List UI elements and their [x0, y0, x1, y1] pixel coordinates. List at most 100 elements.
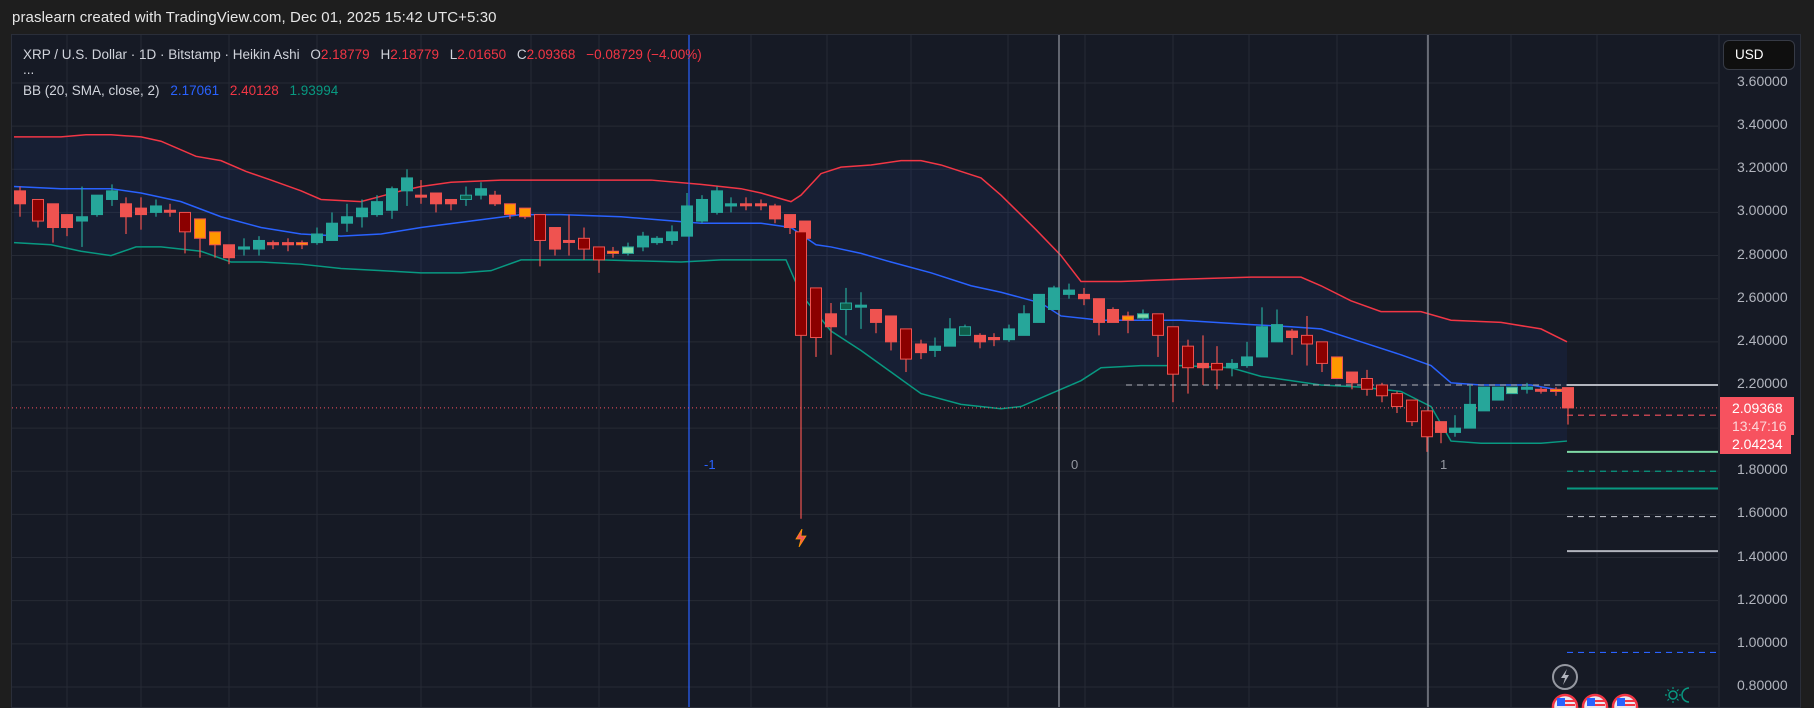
candle[interactable] — [1197, 362, 1209, 369]
candle[interactable] — [32, 198, 44, 222]
sun-moon-icon[interactable] — [1665, 686, 1693, 704]
candle[interactable] — [784, 214, 796, 229]
candle[interactable] — [1478, 386, 1490, 412]
candle[interactable] — [711, 190, 723, 213]
candle[interactable] — [607, 250, 619, 254]
candle[interactable] — [1535, 388, 1547, 392]
candle[interactable] — [194, 218, 206, 239]
candle[interactable] — [1093, 298, 1105, 323]
candle[interactable] — [223, 244, 235, 259]
candle[interactable] — [356, 207, 368, 218]
candle[interactable] — [415, 194, 427, 198]
candle[interactable] — [974, 334, 986, 343]
candle[interactable] — [135, 207, 147, 216]
candle[interactable] — [929, 345, 941, 351]
candle[interactable] — [1003, 328, 1015, 341]
candle[interactable] — [164, 209, 176, 213]
candle[interactable] — [769, 205, 781, 220]
candle[interactable] — [1152, 313, 1164, 336]
candle[interactable] — [1271, 324, 1283, 343]
candle[interactable] — [1241, 356, 1253, 367]
candle[interactable] — [253, 239, 265, 250]
candle[interactable] — [1492, 386, 1504, 401]
candle[interactable] — [593, 246, 605, 261]
candle[interactable] — [430, 192, 442, 205]
candle[interactable] — [1562, 387, 1574, 409]
candle[interactable] — [401, 177, 413, 192]
candle[interactable] — [681, 205, 693, 237]
candle[interactable] — [549, 227, 561, 250]
candle[interactable] — [296, 242, 308, 246]
currency-button[interactable]: USD — [1723, 40, 1795, 70]
candle[interactable] — [179, 211, 191, 233]
candle[interactable] — [651, 237, 663, 244]
candle[interactable] — [1449, 427, 1461, 433]
candle[interactable] — [637, 235, 649, 248]
candle[interactable] — [870, 308, 882, 323]
candle[interactable] — [282, 242, 294, 246]
candle[interactable] — [209, 231, 221, 246]
candle[interactable] — [1464, 403, 1476, 429]
candle[interactable] — [519, 207, 531, 218]
candle[interactable] — [959, 326, 971, 336]
legend-more-button[interactable]: ... — [23, 62, 35, 77]
candle[interactable] — [825, 313, 837, 328]
candlestick-chart[interactable] — [12, 35, 1801, 708]
candle[interactable] — [489, 194, 501, 205]
lightning-icon[interactable] — [794, 529, 808, 547]
candle[interactable] — [1033, 293, 1045, 323]
candle[interactable] — [76, 216, 88, 222]
candle[interactable] — [1346, 371, 1358, 384]
candle[interactable] — [1137, 313, 1149, 319]
candle[interactable] — [1063, 289, 1075, 295]
candle[interactable] — [1167, 326, 1179, 375]
candle[interactable] — [386, 188, 398, 211]
candle[interactable] — [1226, 362, 1238, 369]
candle[interactable] — [755, 203, 767, 207]
candle[interactable] — [371, 201, 383, 216]
candle[interactable] — [504, 203, 516, 216]
candle[interactable] — [915, 343, 927, 354]
candle[interactable] — [460, 194, 472, 200]
candle[interactable] — [1316, 341, 1328, 364]
candle[interactable] — [622, 246, 634, 254]
candle[interactable] — [944, 328, 956, 347]
candle[interactable] — [1018, 313, 1030, 336]
candle[interactable] — [341, 216, 353, 224]
candle[interactable] — [14, 190, 26, 205]
candle[interactable] — [1506, 386, 1518, 395]
candle[interactable] — [1107, 308, 1119, 323]
candle[interactable] — [47, 203, 59, 229]
candle[interactable] — [1211, 362, 1223, 371]
candle[interactable] — [1406, 399, 1418, 423]
candle[interactable] — [885, 315, 897, 343]
candle[interactable] — [795, 231, 807, 336]
candle[interactable] — [1521, 386, 1533, 390]
candle[interactable] — [1391, 393, 1403, 408]
lightning-circle-icon[interactable] — [1551, 663, 1579, 691]
candle[interactable] — [988, 337, 1000, 341]
candle[interactable] — [1182, 345, 1194, 369]
candle[interactable] — [475, 188, 487, 196]
candle[interactable] — [61, 214, 73, 229]
candle[interactable] — [855, 304, 867, 308]
candle[interactable] — [120, 203, 132, 218]
candle[interactable] — [1331, 356, 1343, 380]
candle[interactable] — [1256, 326, 1268, 358]
candle[interactable] — [238, 246, 250, 250]
candle[interactable] — [578, 237, 590, 250]
candle[interactable] — [91, 194, 103, 216]
candle[interactable] — [563, 239, 575, 243]
candle[interactable] — [1301, 334, 1313, 345]
candle[interactable] — [150, 205, 162, 213]
candle[interactable] — [725, 203, 737, 207]
candle[interactable] — [1421, 410, 1433, 438]
symbol-legend-row[interactable]: XRP / U.S. Dollar · 1D · Bitstamp · Heik… — [23, 46, 702, 64]
candle[interactable] — [1122, 315, 1134, 321]
candle[interactable] — [740, 203, 752, 207]
candle[interactable] — [534, 214, 546, 241]
candle[interactable] — [1376, 384, 1388, 397]
candle[interactable] — [1361, 378, 1373, 390]
candle[interactable] — [106, 190, 118, 200]
candle[interactable] — [1550, 388, 1562, 392]
